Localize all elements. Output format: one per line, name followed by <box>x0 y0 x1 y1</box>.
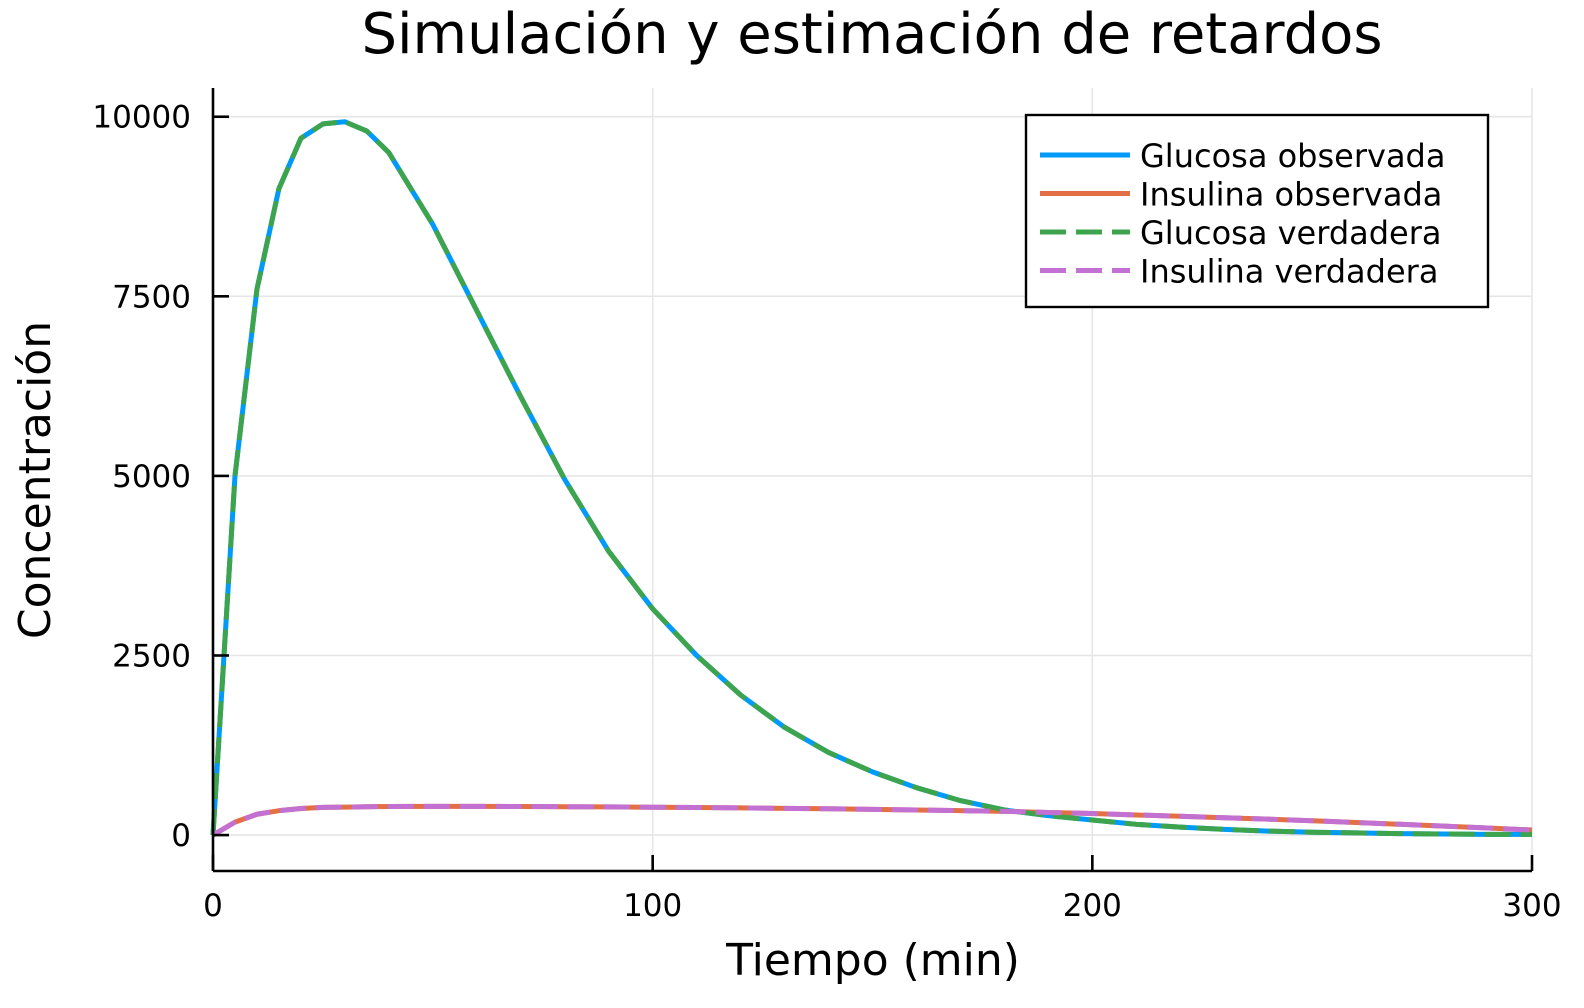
chart-title: Simulación y estimación de retardos <box>361 2 1382 67</box>
y-tick-label: 0 <box>171 818 191 854</box>
tick-labels: 0 100 200 300 0 2500 5000 7500 10000 <box>92 100 1561 924</box>
x-tick-label: 200 <box>1063 888 1122 924</box>
x-tick-label: 0 <box>203 888 223 924</box>
y-tick-label: 10000 <box>92 100 191 136</box>
legend-label-1: Glucosa observada <box>1140 137 1445 175</box>
x-tick-label: 300 <box>1502 888 1561 924</box>
series-line-3 <box>210 119 1532 837</box>
legend-label-2: Insulina observada <box>1140 176 1442 214</box>
axes <box>211 88 1534 873</box>
series-lines <box>210 119 1533 838</box>
y-axis-label: Concentración <box>10 321 61 639</box>
legend-box <box>1024 113 1490 309</box>
y-tick-label: 7500 <box>112 279 191 315</box>
y-tick-label: 5000 <box>112 459 191 495</box>
x-tick-label: 100 <box>623 888 682 924</box>
legend-label-4: Insulina verdadera <box>1140 253 1438 291</box>
x-axis-label: Tiempo (min) <box>725 935 1020 986</box>
legend-label-3: Glucosa verdadera <box>1140 214 1442 252</box>
series-line-4 <box>211 803 1533 838</box>
y-tick-label: 2500 <box>112 638 191 674</box>
